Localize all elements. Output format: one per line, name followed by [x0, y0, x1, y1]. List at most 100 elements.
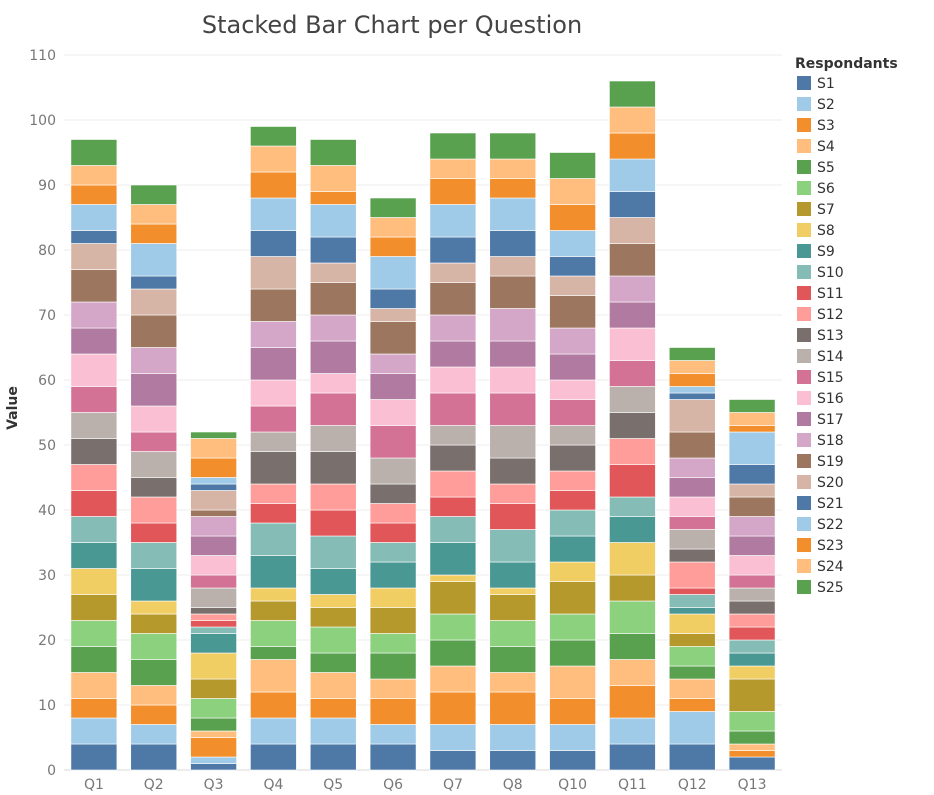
legend-swatch-s1: [797, 76, 811, 90]
bar-segment-s16-q6: [369, 399, 417, 426]
bar-segment-s20-q2: [130, 288, 178, 316]
legend-label-s23: S23: [817, 538, 844, 554]
legend-label-s5: S5: [817, 160, 835, 176]
bar-segment-s9-q2: [130, 568, 178, 602]
legend-swatch-s21: [797, 496, 811, 510]
bar-segment-s6-q4: [250, 620, 297, 647]
bar-segment-s23-q4: [250, 171, 297, 199]
bar-segment-s19-q4: [250, 288, 297, 322]
y-axis-label: Value: [5, 386, 21, 430]
bar-segment-s21-q5: [309, 236, 357, 264]
bar-segment-s5-q2: [130, 659, 178, 686]
bar-segment-s4-q8: [489, 672, 537, 693]
bar-segment-s6-q10: [549, 613, 596, 641]
bar-segment-s15-q13: [728, 574, 776, 589]
bar-segment-s19-q10: [549, 295, 596, 329]
bar-segment-s24-q1: [70, 165, 118, 186]
bar-segment-s11-q4: [250, 503, 297, 524]
legend-label-s8: S8: [817, 223, 835, 239]
bar-segment-s4-q6: [369, 678, 417, 699]
bar-segment-s25-q11: [609, 80, 656, 108]
bar-segment-s22-q10: [549, 230, 596, 257]
bar-segment-s21-q12: [668, 392, 716, 400]
bar-segment-s18-q6: [369, 353, 417, 374]
bar-segment-s6-q13: [728, 711, 776, 732]
bar-segment-s24-q7: [429, 158, 477, 179]
bar-segment-s18-q3: [190, 516, 237, 537]
bar-segment-s11-q13: [728, 626, 776, 641]
bar-segment-s25-q7: [429, 132, 477, 160]
bar-segment-s12-q1: [70, 464, 118, 491]
legend-swatch-s18: [797, 433, 811, 447]
legend-swatch-s6: [797, 181, 811, 195]
bar-segment-s13-q7: [429, 444, 477, 472]
bar-segment-s3-q10: [549, 698, 596, 725]
legend-swatch-s25: [797, 580, 811, 594]
bar-segment-s23-q10: [549, 204, 596, 231]
bar-segment-s15-q6: [369, 425, 417, 459]
bar-segment-s4-q4: [250, 659, 297, 693]
legend-swatch-s9: [797, 244, 811, 258]
bar-segment-s12-q7: [429, 470, 477, 498]
x-tick-label: Q11: [618, 777, 647, 793]
bar-segment-s24-q12: [668, 360, 716, 374]
legend-swatch-s8: [797, 223, 811, 237]
bar-segment-s13-q2: [130, 477, 178, 498]
bar-segment-s10-q3: [190, 626, 237, 634]
bar-segment-s16-q2: [130, 405, 178, 433]
bar-segment-s7-q4: [250, 600, 297, 621]
bars: [70, 80, 776, 771]
bar-segment-s20-q1: [70, 243, 118, 270]
bar-segment-s6-q2: [130, 633, 178, 660]
bar-segment-s17-q8: [489, 340, 537, 368]
legend-label-s18: S18: [817, 433, 844, 449]
bar-segment-s2-q8: [489, 724, 537, 751]
bar-segment-s20-q3: [190, 490, 237, 511]
bar-segment-s12-q5: [309, 483, 357, 511]
bar-segment-s7-q13: [728, 678, 776, 712]
bar-segment-s9-q1: [70, 542, 118, 569]
bar-segment-s5-q7: [429, 639, 477, 667]
bar-segment-s7-q8: [489, 594, 537, 621]
bar-segment-s8-q1: [70, 568, 118, 595]
bar-segment-s16-q8: [489, 366, 537, 394]
bar-segment-s2-q12: [668, 711, 716, 745]
bar-segment-s11-q2: [130, 522, 178, 543]
bar-segment-s7-q7: [429, 581, 477, 615]
bar-segment-s15-q11: [609, 360, 656, 387]
bar-segment-s17-q10: [549, 353, 596, 381]
bar-segment-s8-q3: [190, 652, 237, 680]
legend-swatch-s14: [797, 349, 811, 363]
bar-segment-s22-q1: [70, 204, 118, 231]
bar-segment-s25-q12: [668, 347, 716, 361]
legend-label-s12: S12: [817, 307, 844, 323]
bar-segment-s16-q10: [549, 379, 596, 400]
bar-segment-s7-q5: [309, 607, 357, 628]
bar-segment-s3-q4: [250, 691, 297, 719]
y-tick-label: 80: [38, 243, 56, 259]
bar-segment-s15-q2: [130, 431, 178, 452]
legend-label-s2: S2: [817, 97, 835, 113]
bar-segment-s9-q5: [309, 568, 357, 595]
y-tick-label: 110: [29, 48, 56, 64]
bar-segment-s8-q6: [369, 587, 417, 608]
legend-label-s10: S10: [817, 265, 844, 281]
bar-segment-s23-q11: [609, 132, 656, 160]
bar-segment-s3-q7: [429, 691, 477, 725]
bar-segment-s6-q7: [429, 613, 477, 641]
bar-segment-s1-q12: [668, 743, 716, 771]
bar-segment-s20-q11: [609, 217, 656, 244]
bar-segment-s19-q1: [70, 269, 118, 303]
legend-label-s7: S7: [817, 202, 835, 218]
bar-segment-s23-q3: [190, 457, 237, 478]
bar-segment-s22-q3: [190, 477, 237, 485]
y-tick-label: 70: [38, 308, 56, 324]
bar-segment-s14-q8: [489, 425, 537, 459]
bar-segment-s18-q13: [728, 516, 776, 537]
bar-segment-s23-q8: [489, 178, 537, 199]
bar-segment-s1-q11: [609, 743, 656, 771]
bar-segment-s25-q5: [309, 139, 357, 166]
bar-segment-s9-q10: [549, 535, 596, 563]
legend-swatch-s23: [797, 538, 811, 552]
legend-label-s9: S9: [817, 244, 835, 260]
